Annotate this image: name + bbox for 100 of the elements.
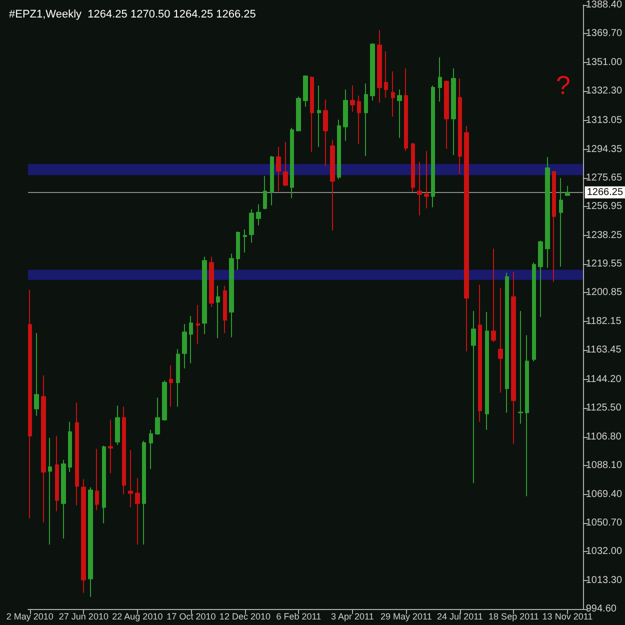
y-tick-label: 1069.40 [586, 488, 622, 500]
x-tick-label: 29 May 2011 [380, 612, 432, 622]
candlestick [317, 85, 321, 148]
candlestick [229, 253, 234, 338]
candlestick [303, 74, 308, 108]
candlestick [263, 176, 267, 210]
candlestick [451, 68, 456, 156]
candlestick [216, 285, 220, 339]
candlestick [135, 478, 140, 546]
y-tick-label: 1388.40 [586, 0, 622, 10]
candlestick [48, 437, 52, 546]
candlestick [162, 380, 167, 422]
y-tick-label: 1182.15 [586, 316, 622, 327]
candlestick [68, 421, 72, 473]
candlestick [115, 405, 120, 446]
y-tick-label: 1144.20 [586, 374, 622, 386]
y-tick-label: 1050.70 [586, 517, 622, 528]
candlestick [471, 310, 476, 484]
candlestick [411, 142, 415, 193]
x-tick-label: 12 Dec 2010 [219, 612, 270, 622]
candlestick [438, 56, 442, 102]
candlestick [270, 155, 274, 206]
candlestick [41, 374, 46, 523]
candlestick [283, 141, 288, 187]
candlestick [196, 304, 200, 345]
candlestick [310, 76, 314, 152]
candlestick [458, 78, 462, 175]
x-tick-label: 18 Sep 2011 [488, 612, 539, 622]
candlestick [337, 119, 341, 180]
x-tick-label: 6 Feb 2011 [276, 612, 322, 622]
candlestick [343, 89, 348, 142]
candlestick [404, 68, 408, 152]
candlestick [552, 170, 556, 282]
candlestick [350, 85, 355, 112]
candlestick [169, 364, 173, 408]
candlestick [424, 150, 429, 209]
candlestick [122, 406, 126, 495]
candlestick [128, 449, 133, 508]
y-tick-label: 1106.80 [586, 431, 622, 442]
candlestick [357, 95, 361, 144]
candlestick [189, 316, 193, 364]
candlestick [95, 448, 99, 511]
candlestick [28, 289, 32, 519]
candlestick [377, 30, 382, 104]
candlestick [545, 156, 550, 268]
candlestick [485, 312, 489, 430]
candlestick [464, 125, 469, 352]
y-tick-label: 1163.45 [586, 344, 622, 356]
candlestick [565, 185, 570, 196]
y-tick-label: 1369.70 [586, 28, 622, 40]
chart-title: #EPZ1,Weekly 1264.25 1270.50 1264.25 1266.25 [9, 8, 256, 20]
candlestick [296, 96, 301, 132]
candlestick [223, 285, 227, 334]
y-tick-label: 1275.65 [586, 172, 622, 184]
candlestick [276, 146, 281, 192]
candlestick [323, 99, 328, 167]
candlestick [397, 89, 402, 138]
x-tick-label: 24 Jul 2011 [437, 612, 483, 622]
candlestick [102, 445, 106, 524]
y-tick-label: 1088.10 [586, 460, 622, 472]
candlestick [559, 178, 563, 268]
candlestick [209, 256, 214, 308]
y-tick-label: 1013.30 [586, 574, 622, 586]
candlestick [236, 231, 240, 270]
candlestick [81, 478, 86, 594]
candlestick [511, 271, 516, 444]
y-tick-label: 994.60 [586, 604, 617, 614]
y-tick-label: 1256.95 [586, 201, 622, 212]
candlestick [108, 419, 113, 474]
y-tick-label: 1200.85 [586, 287, 622, 298]
candlestick [176, 348, 180, 408]
y-tick-label: 1125.50 [586, 402, 622, 414]
candlestick [444, 80, 449, 150]
candlestick [290, 127, 294, 199]
annotation: ? [556, 70, 570, 100]
candlestick [525, 334, 529, 497]
candlestick [202, 256, 207, 335]
candlestick [182, 324, 187, 369]
y-tick-label: 1032.00 [586, 546, 622, 558]
x-tick-label: 2 May 2010 [6, 612, 54, 622]
y-tick-label: 1294.35 [586, 144, 622, 155]
candlestick [417, 162, 422, 216]
candlestick [491, 248, 496, 343]
y-tick-label: 1219.55 [586, 258, 622, 270]
y-tick-label: 1332.30 [586, 86, 622, 97]
candlestick [505, 272, 509, 414]
candlestick [518, 310, 523, 424]
candlestick [384, 50, 388, 98]
candlestick [34, 332, 39, 416]
candlestick [142, 440, 146, 546]
candlestick [478, 284, 482, 422]
candlestick [61, 459, 66, 539]
candlestick [532, 262, 536, 362]
candlestick [256, 204, 261, 226]
candlestick [364, 83, 368, 156]
x-tick-label: 17 Oct 2010 [166, 612, 216, 622]
x-tick-label: 3 Apr 2011 [331, 612, 374, 622]
candlestick [155, 397, 160, 436]
candlestick [498, 287, 503, 394]
candlestick [243, 229, 247, 254]
